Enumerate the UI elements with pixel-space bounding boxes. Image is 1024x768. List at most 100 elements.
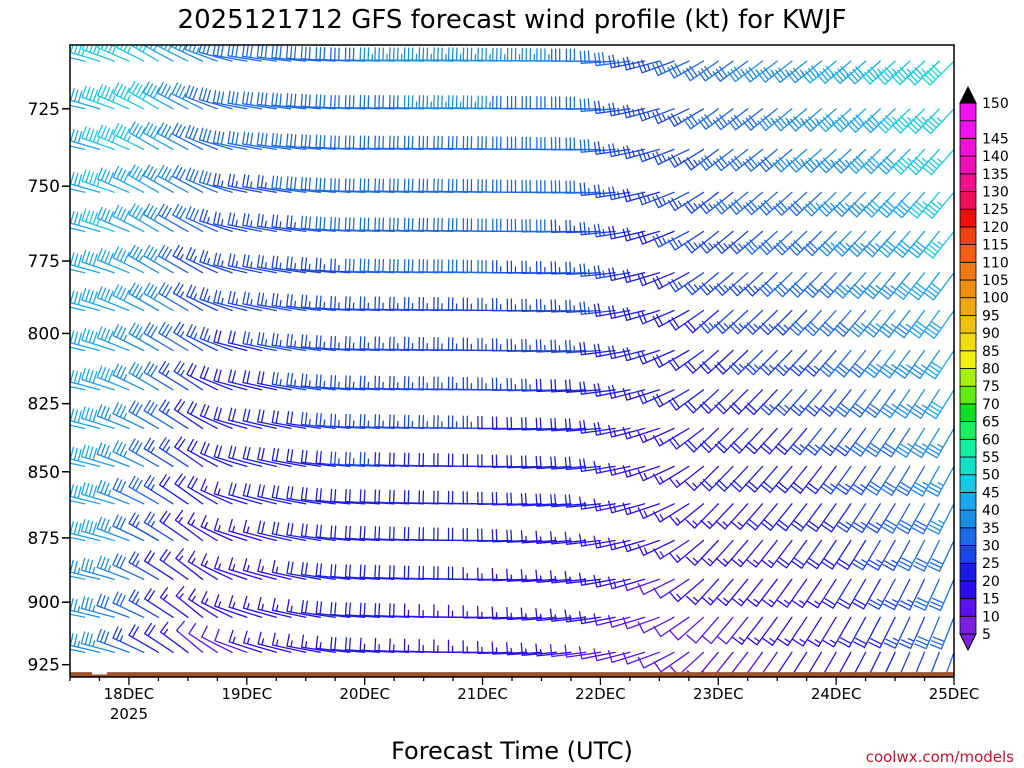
wind-barb	[731, 578, 764, 607]
wind-barb	[96, 593, 130, 618]
wind-barb	[730, 465, 764, 493]
colorbar-swatch	[959, 332, 977, 352]
wind-barb	[881, 465, 911, 496]
colorbar-label: 40	[982, 503, 1000, 519]
wind-barb	[820, 465, 852, 495]
y-tick-label: 900	[28, 593, 60, 613]
wind-barb	[184, 84, 218, 110]
wind-barb	[820, 427, 852, 457]
wind-barb	[929, 616, 954, 650]
wind-barb	[256, 91, 292, 110]
wind-barb	[143, 474, 174, 505]
wind-barb	[70, 445, 101, 468]
wind-barb	[608, 186, 646, 201]
wind-barb	[285, 93, 322, 110]
wind-barb	[550, 493, 587, 508]
y-tick-label: 775	[28, 252, 60, 272]
wind-barb	[477, 567, 513, 581]
wind-barb	[757, 148, 793, 173]
wind-barb	[70, 148, 71, 151]
wind-barb	[669, 651, 705, 676]
wind-barb	[172, 282, 204, 312]
wind-barb	[821, 539, 852, 570]
wind-barb	[898, 578, 926, 611]
wind-barb	[653, 651, 690, 673]
colorbar-label: 35	[982, 521, 1000, 537]
wind-barb	[760, 465, 793, 494]
wind-barb	[96, 404, 130, 430]
wind-barb	[96, 516, 130, 542]
wind-barb	[520, 530, 557, 544]
terrain-surface	[70, 672, 954, 677]
wind-barb	[344, 375, 381, 391]
wind-barb	[70, 60, 71, 62]
wind-barb	[727, 60, 764, 83]
wind-barb	[143, 550, 174, 580]
wind-barb	[565, 48, 602, 62]
wind-barb	[861, 60, 896, 85]
wind-barb	[758, 230, 793, 256]
wind-barb	[608, 384, 646, 399]
colorbar-swatch	[959, 368, 977, 387]
wind-barb	[201, 625, 233, 653]
colorbar-swatch	[959, 403, 977, 422]
wind-barb	[157, 122, 189, 151]
colorbar-swatch	[959, 120, 977, 139]
wind-barb	[743, 272, 778, 297]
x-tick-label: 24DEC	[811, 685, 862, 703]
wind-barb	[257, 596, 292, 618]
wind-barb	[300, 411, 336, 430]
wind-barb	[96, 206, 130, 233]
wind-barb	[593, 100, 631, 115]
wind-barb	[757, 108, 793, 132]
wind-barb	[714, 389, 749, 415]
wind-barb	[175, 585, 204, 618]
wind-barb	[344, 488, 381, 505]
wind-barb	[742, 148, 778, 172]
wind-barb	[667, 108, 705, 127]
wind-barb	[80, 518, 115, 542]
wind-barb	[200, 553, 233, 580]
wind-barb	[607, 537, 646, 551]
wind-barb	[242, 370, 277, 391]
wind-barb	[227, 407, 263, 430]
y-tick-label: 925	[28, 656, 60, 676]
wind-barb	[911, 465, 940, 497]
wind-barb	[213, 368, 248, 391]
wind-barb	[759, 349, 793, 376]
wind-barb	[157, 244, 189, 274]
wind-barb	[776, 578, 808, 608]
wind-barb	[96, 326, 130, 352]
wind-barb	[743, 309, 778, 335]
wind-barb	[212, 130, 248, 151]
wind-barb	[891, 108, 926, 134]
wind-barb	[535, 339, 572, 353]
wind-barb	[818, 272, 852, 299]
wind-barb	[300, 294, 336, 312]
wind-barb	[330, 375, 366, 391]
wind-barb	[300, 486, 336, 505]
colorbar-label: 25	[982, 556, 1000, 572]
wind-barb	[159, 549, 189, 580]
wind-barb	[112, 246, 145, 274]
wind-barb	[212, 172, 248, 193]
wind-barb	[652, 349, 690, 368]
wind-barb	[669, 616, 705, 641]
wind-barb	[330, 601, 366, 618]
wind-barb	[668, 503, 705, 526]
wind-barb	[256, 213, 292, 233]
wind-barb	[832, 230, 867, 257]
wind-barb	[344, 564, 381, 580]
wind-barb	[315, 635, 351, 653]
wind-barb	[817, 148, 852, 174]
wind-barb	[668, 349, 705, 371]
wind-barb	[142, 203, 174, 233]
wind-barb	[159, 510, 189, 542]
colorbar-swatch	[959, 350, 977, 369]
wind-barb	[761, 616, 793, 646]
wind-barb	[744, 389, 778, 416]
wind-barb	[315, 600, 351, 618]
wind-barb	[565, 96, 602, 110]
wind-barb	[682, 60, 719, 82]
wind-barb	[622, 104, 660, 119]
